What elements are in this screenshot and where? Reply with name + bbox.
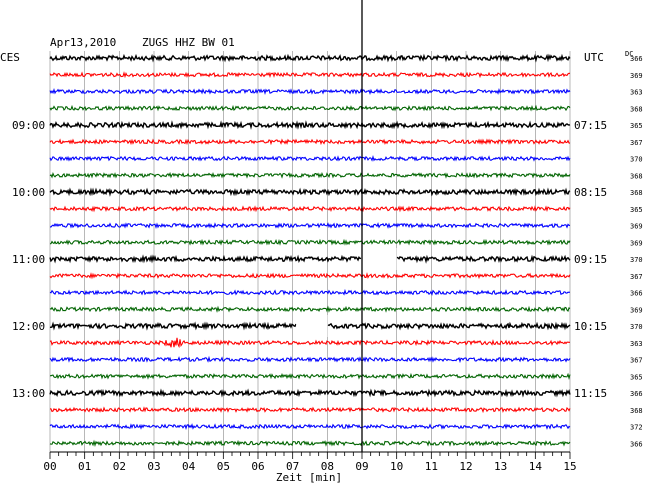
trace-15: [49, 305, 571, 313]
right-time-label: 09:15: [574, 253, 607, 266]
trace-7: [49, 171, 571, 179]
dc-value: 372: [630, 424, 643, 432]
right-time-label: 10:15: [574, 320, 607, 333]
dc-value: 369: [630, 239, 643, 247]
x-tick-label-07: 07: [286, 460, 299, 473]
x-tick-label-04: 04: [182, 460, 196, 473]
row-labels: 09:00 10:00 11:00 12:00 13:00 07:15 08:15 09:15…: [12, 55, 643, 448]
trace-8: [49, 187, 571, 197]
minute-grid: [49, 51, 571, 452]
x-tick-label-11: 11: [425, 460, 438, 473]
x-tick-label-09: 09: [355, 460, 368, 473]
dc-value: 370: [630, 323, 643, 331]
x-tick-label-00: 00: [43, 460, 56, 473]
x-axis: 00 01 02 03 04 05 06 07 08 09 10 11 12 13 14 15: [43, 451, 577, 473]
trace-23: [49, 439, 571, 447]
x-tick-label-15: 15: [563, 460, 576, 473]
dc-value: 369: [630, 223, 643, 231]
left-time-label: 10:00: [12, 186, 45, 199]
right-timezone-label: UTC: [584, 51, 604, 64]
right-time-label: 07:15: [574, 119, 607, 132]
dc-value: 369: [630, 306, 643, 314]
trace-11: [49, 238, 571, 246]
trace-17: [49, 337, 571, 349]
header-date: Apr13,2010: [50, 36, 116, 49]
right-time-label: 08:15: [574, 186, 607, 199]
left-time-label: 11:00: [12, 253, 45, 266]
left-time-label: 13:00: [12, 387, 45, 400]
trace-1: [49, 71, 571, 79]
trace-12: [49, 254, 571, 264]
trace-0: [49, 53, 571, 63]
dc-value: 369: [630, 72, 643, 80]
trace-19: [49, 372, 571, 381]
dc-value: 368: [630, 105, 643, 113]
x-tick-label-14: 14: [529, 460, 543, 473]
trace-3: [49, 104, 571, 112]
x-tick-label-03: 03: [147, 460, 160, 473]
x-axis-title: Zeit [min]: [276, 471, 342, 484]
dc-value: 367: [630, 357, 643, 365]
dc-value: 368: [630, 407, 643, 415]
left-time-label: 09:00: [12, 119, 45, 132]
trace-16: [49, 321, 571, 331]
trace-20: [49, 388, 571, 398]
trace-6: [49, 154, 571, 162]
x-tick-label-06: 06: [251, 460, 264, 473]
dc-value: 370: [630, 156, 643, 164]
gap-block-1: [296, 315, 328, 337]
left-time-label: 12:00: [12, 320, 45, 333]
trace-9: [49, 205, 571, 213]
dc-value: 368: [630, 172, 643, 180]
trace-13: [49, 272, 571, 280]
x-tick-label-02: 02: [113, 460, 126, 473]
dc-value: 367: [630, 139, 643, 147]
dc-value: 366: [630, 440, 643, 448]
x-tick-label-05: 05: [217, 460, 230, 473]
header-station: ZUGS HHZ BW 01: [142, 36, 235, 49]
data-gaps: [296, 248, 397, 337]
trace-5: [49, 138, 571, 146]
dc-value: 367: [630, 273, 643, 281]
trace-4: [49, 120, 571, 130]
dc-value: 368: [630, 189, 643, 197]
dc-value: 366: [630, 290, 643, 298]
x-tick-label-12: 12: [459, 460, 472, 473]
x-tick-label-01: 01: [78, 460, 91, 473]
trace-14: [49, 288, 571, 296]
dc-value: 366: [630, 390, 643, 398]
trace-21: [49, 406, 571, 414]
dc-value: 366: [630, 55, 643, 63]
x-tick-label-10: 10: [390, 460, 403, 473]
gap-block-0: [362, 248, 397, 270]
trace-10: [49, 222, 571, 230]
x-tick-label-08: 08: [321, 460, 334, 473]
dc-value: 365: [630, 206, 643, 214]
dc-value: 365: [630, 122, 643, 130]
dc-column-label: DC: [625, 50, 633, 58]
dc-value: 370: [630, 256, 643, 264]
dc-value: 363: [630, 340, 643, 348]
dc-value: 365: [630, 373, 643, 381]
trace-22: [49, 423, 571, 430]
seismic-traces: [49, 53, 571, 447]
left-timezone-label: CES: [0, 51, 20, 64]
x-tick-label-13: 13: [494, 460, 507, 473]
right-time-label: 11:15: [574, 387, 607, 400]
trace-2: [49, 87, 571, 96]
dc-value: 363: [630, 89, 643, 97]
trace-18: [49, 355, 571, 364]
